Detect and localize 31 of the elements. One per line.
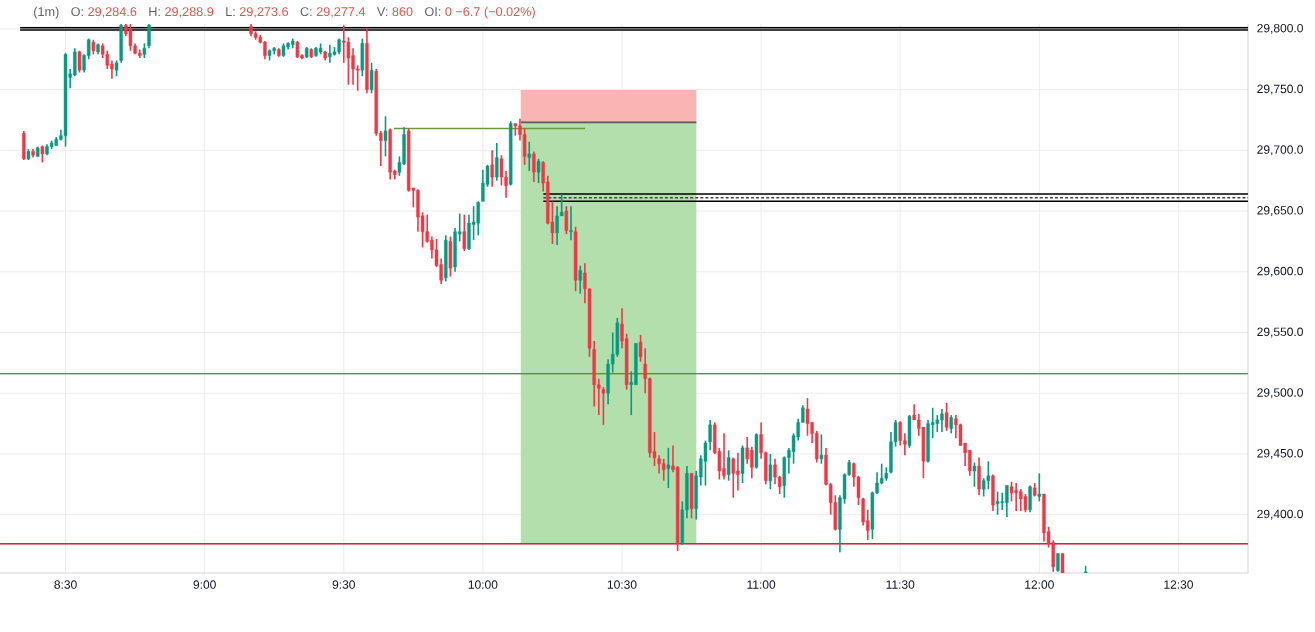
x-tick-label: 10:30	[607, 580, 637, 589]
text: C:	[300, 7, 312, 17]
x-tick-label: 9:00	[193, 580, 216, 589]
x-tick-label: 11:00	[747, 580, 776, 589]
chart-title: (1m)	[34, 6, 59, 19]
y-tick-label: 29,550.0	[1257, 327, 1303, 338]
x-tick-label: 11:30	[886, 580, 915, 589]
x-tick-label: 8:30	[54, 580, 77, 589]
text: V:	[376, 7, 388, 16]
text: 0 −6.7 (−0.02%)	[445, 6, 535, 19]
text: 29,288.9	[165, 7, 214, 18]
text: 860	[392, 7, 413, 17]
x-tick-label: 10:00	[468, 580, 498, 589]
y-tick-label: 29,700.0	[1257, 145, 1303, 156]
y-tick-label: 29,650.0	[1257, 206, 1303, 216]
y-tick-label: 29,800.0	[1257, 23, 1303, 34]
y-tick-label: 29,500.0	[1257, 388, 1303, 399]
y-tick-label: 29,750.0	[1257, 84, 1303, 95]
text: OI:	[425, 7, 441, 17]
x-tick-label: 9:30	[332, 580, 355, 589]
y-tick-label: 29,450.0	[1257, 448, 1303, 459]
x-tick-label: 12:30	[1164, 580, 1193, 589]
x-tick-label: 12:00	[1025, 580, 1054, 589]
y-tick-label: 29,400.0	[1257, 509, 1303, 520]
text: L:	[226, 7, 235, 16]
text: H:	[149, 7, 160, 16]
y-tick-label: 29,600.0	[1257, 266, 1303, 277]
text: 29,277.4	[316, 7, 366, 18]
text: 29,284.6	[88, 7, 137, 18]
text: O:	[71, 7, 83, 17]
text: 29,273.6	[239, 7, 289, 18]
